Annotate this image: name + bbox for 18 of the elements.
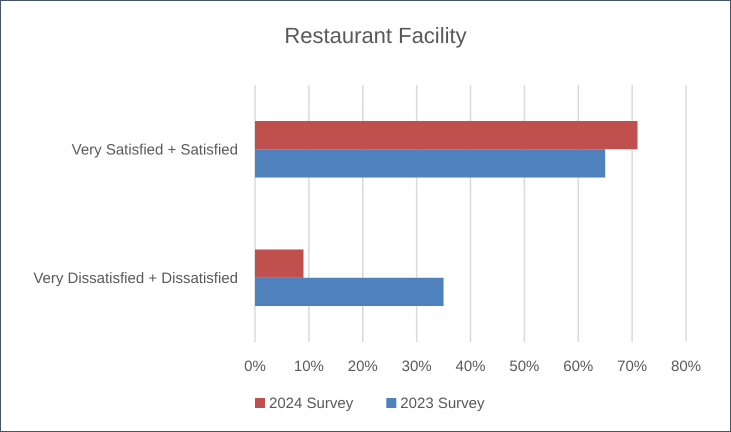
bar	[255, 249, 304, 278]
x-tick-label: 0%	[244, 358, 266, 375]
x-tick-label: 20%	[348, 358, 378, 375]
x-tick-label: 10%	[294, 358, 324, 375]
x-tick-label: 50%	[509, 358, 540, 375]
bar	[255, 120, 638, 150]
x-tick-label: 70%	[617, 358, 648, 375]
x-tick-label: 30%	[402, 358, 432, 375]
chart-title: Restaurant Facility	[284, 23, 467, 48]
y-tick-label: Very Dissatisfied + Dissatisfied	[33, 270, 238, 287]
x-tick-label: 40%	[455, 358, 486, 375]
bar	[255, 278, 444, 306]
legend-label: 2024 Survey	[269, 395, 354, 412]
legend-label: 2023 Survey	[400, 395, 486, 412]
x-tick-label: 60%	[563, 358, 594, 375]
bar	[255, 149, 606, 178]
y-tick-label: Very Satisfied + Satisfied	[72, 141, 238, 158]
x-tick-label: 80%	[670, 358, 702, 375]
